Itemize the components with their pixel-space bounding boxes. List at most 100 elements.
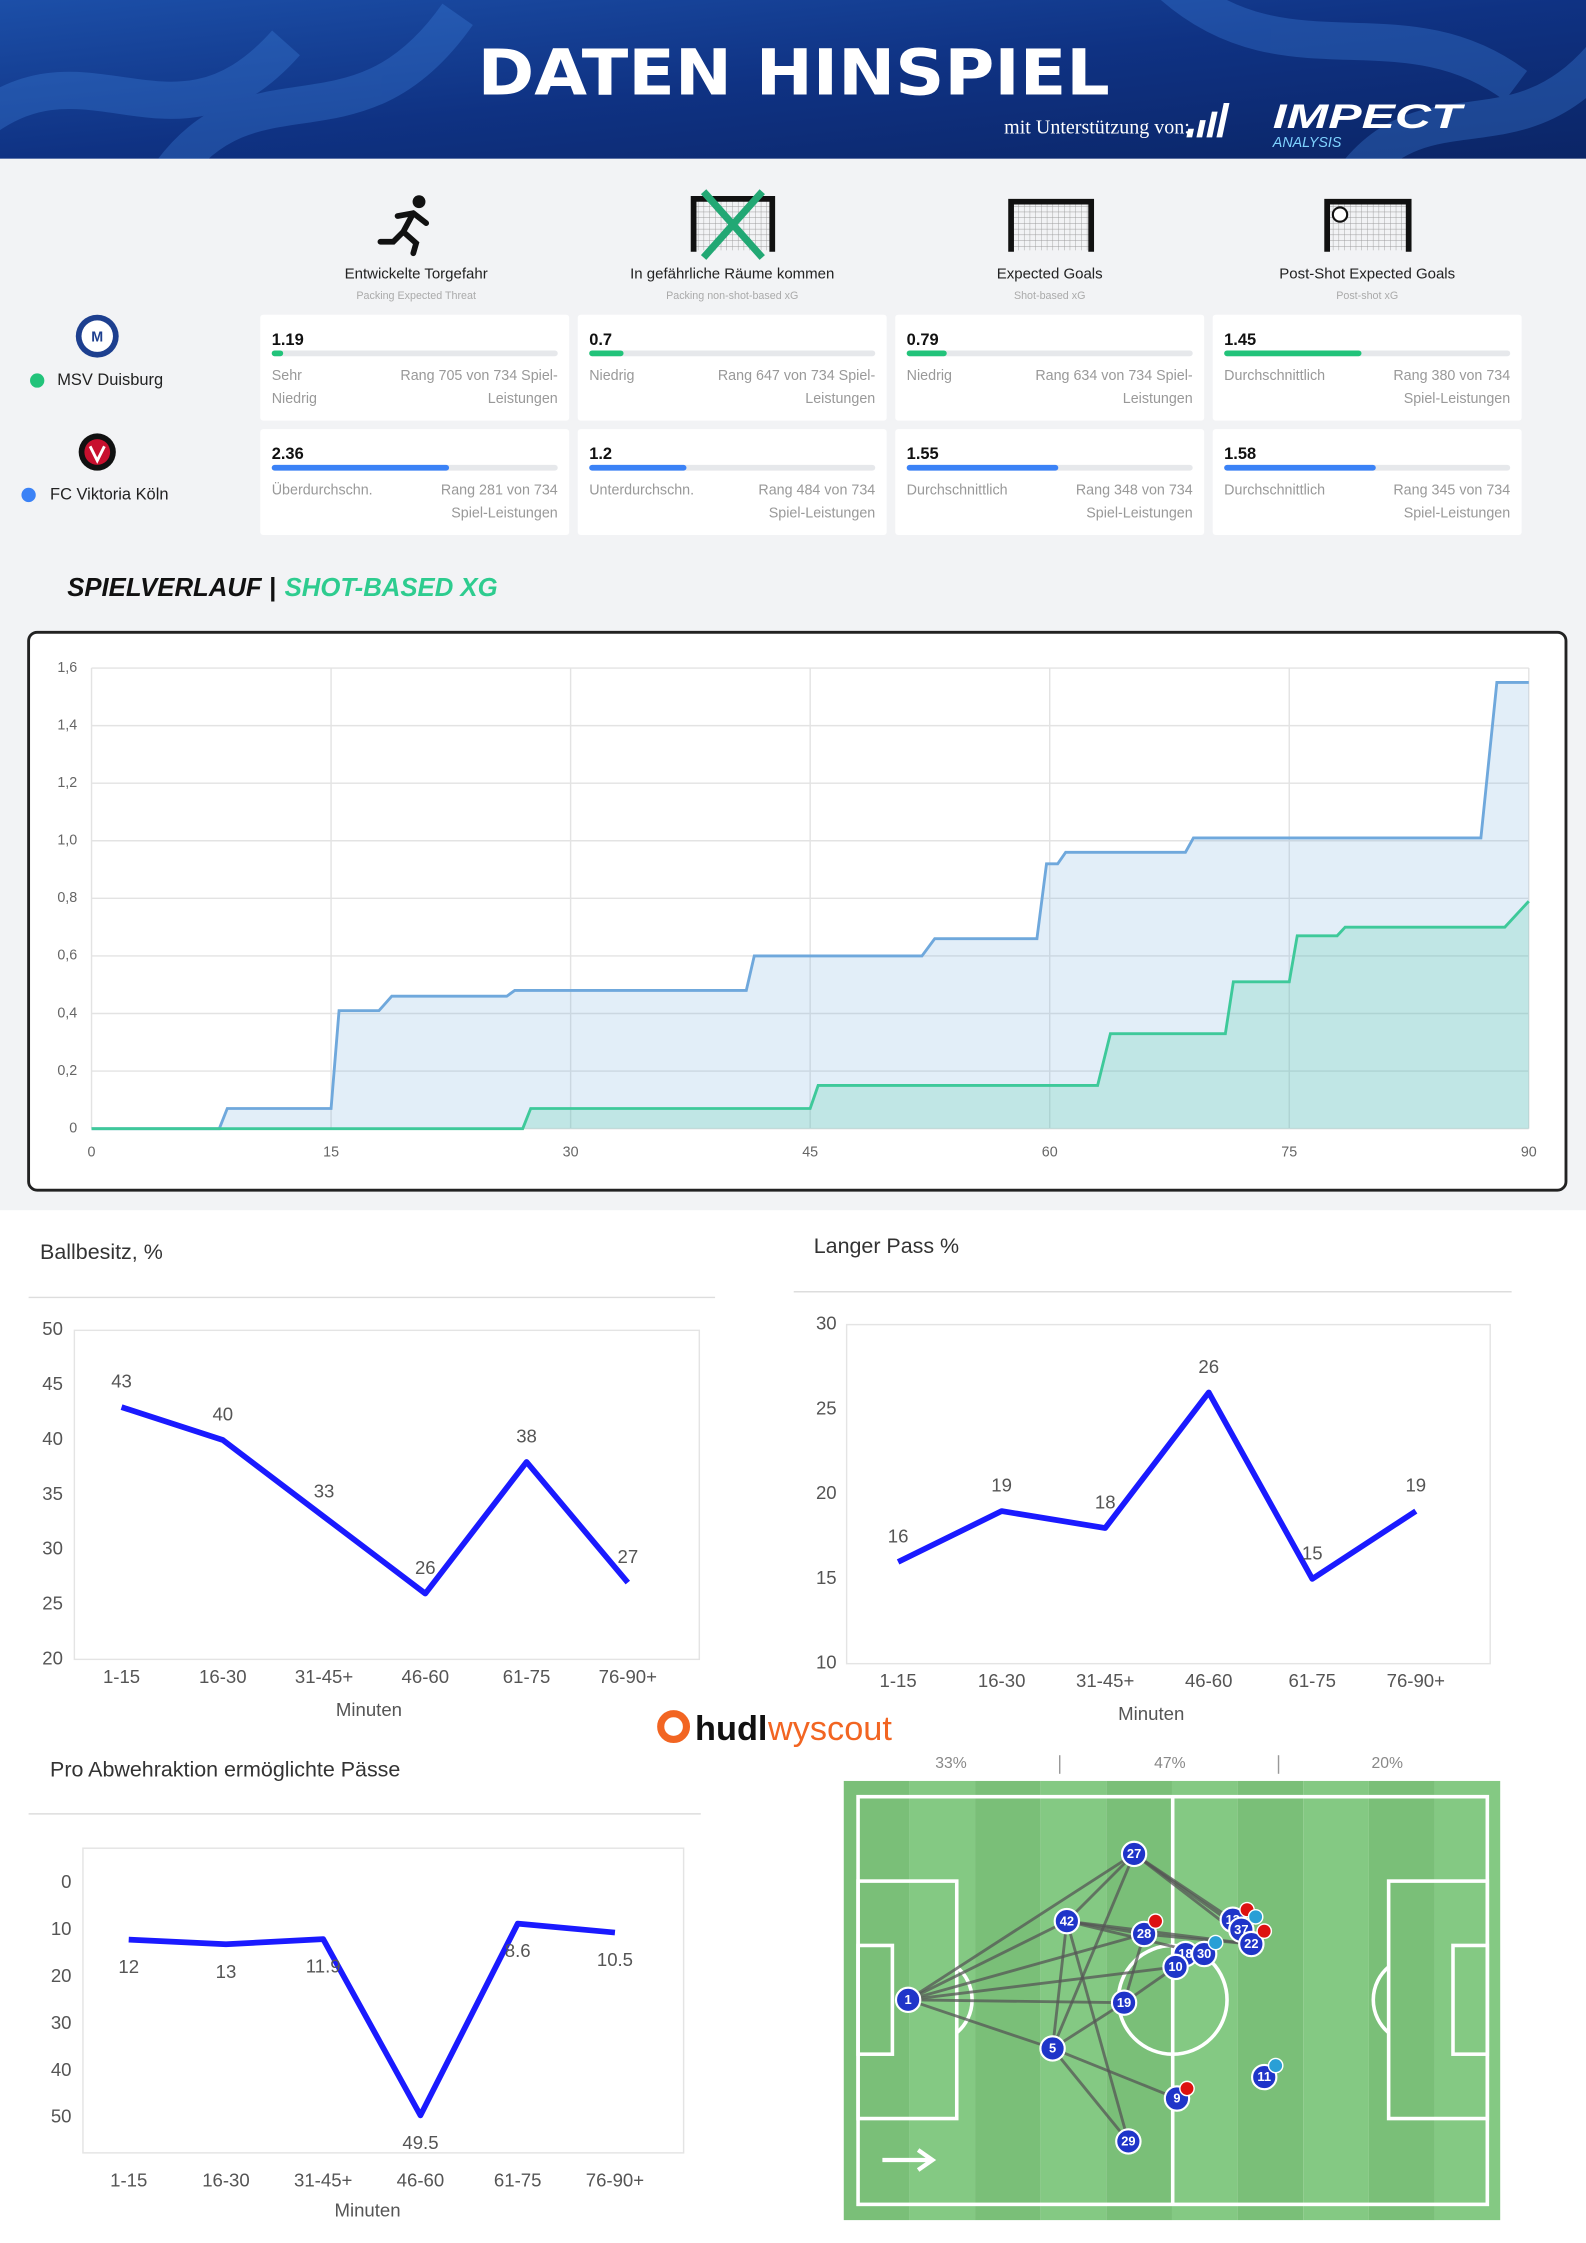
- page-title: DATEN HINSPIEL: [478, 36, 1110, 109]
- data-label: 40: [212, 1404, 233, 1425]
- y-tick-label: 1,2: [57, 775, 77, 791]
- metric-rank: Rang 380 von 734: [1393, 368, 1510, 384]
- data-label: 19: [1405, 1475, 1426, 1496]
- metric-label: Durchschnittlich: [1224, 482, 1325, 498]
- metric-rank: Rang 634 von 734 Spiel-: [1035, 368, 1193, 384]
- pass-link: [1051, 1920, 1069, 2049]
- plot-frame: [82, 1847, 685, 2154]
- pass-link: [1051, 2047, 1130, 2143]
- pitch-line: [1451, 1943, 1490, 2056]
- data-label: 49.5: [402, 2132, 438, 2153]
- data-label: 8.6: [505, 1940, 531, 1961]
- x-tick-label: 15: [323, 1145, 339, 1161]
- series-line: [128, 1920, 616, 2119]
- metric-rank: Spiel-Leistungen: [1086, 505, 1193, 521]
- metric-rank: Spiel-Leistungen: [451, 505, 558, 521]
- team-dot: [21, 487, 36, 503]
- pitch-stripe: [1368, 1780, 1435, 2221]
- pass-link: [907, 1852, 1135, 2002]
- event-badge: [1267, 2057, 1284, 2074]
- icon-goal-ball: [1324, 198, 1412, 252]
- data-label: 27: [617, 1546, 638, 1567]
- zone-share: 33%: [935, 1755, 966, 1772]
- metric-title: Expected Goals: [997, 266, 1103, 283]
- x-tick-label: 75: [1281, 1145, 1297, 1161]
- player-node: [1053, 1907, 1081, 1935]
- metric-subtitle: Post-shot xG: [1336, 290, 1398, 302]
- y-tick-label: 35: [42, 1483, 63, 1504]
- logo-bar: [1206, 111, 1218, 138]
- header-band: [0, 0, 1586, 159]
- metric-subtitle: Packing non-shot-based xG: [666, 290, 798, 302]
- metric-rank: Rang 484 von 734: [758, 482, 875, 498]
- metric-bar: [589, 350, 624, 357]
- pitch-line: [856, 1943, 895, 2056]
- pass-link: [1065, 1920, 1130, 2142]
- pass-link: [1065, 1852, 1136, 1923]
- metric-card: [895, 314, 1205, 421]
- y-tick-label: 1,4: [57, 717, 77, 733]
- player-number: 19: [1117, 1995, 1131, 2010]
- event-badge: [1179, 2080, 1195, 2097]
- player-node: [1130, 1920, 1158, 1948]
- team-name: FC Viktoria Köln: [50, 485, 168, 503]
- y-tick-label: 30: [816, 1313, 837, 1334]
- x-axis-label: Minuten: [1118, 1703, 1184, 1724]
- metric-bar-track: [906, 350, 1193, 357]
- pass-link: [1051, 1853, 1136, 2050]
- plot-frame: [845, 1323, 1491, 1665]
- team-dot: [30, 373, 45, 388]
- pass-link: [907, 1965, 1176, 2002]
- player-number: 11: [1257, 2069, 1271, 2084]
- metric-rank: Rang 281 von 734: [441, 482, 558, 498]
- player-node: [1120, 1840, 1148, 1868]
- metric-bar: [271, 464, 450, 471]
- y-tick-label: 20: [816, 1482, 837, 1503]
- y-tick-label: 0: [61, 1871, 71, 1892]
- chart-title: Ballbesitz, %: [40, 1240, 163, 1264]
- icon-goal-crossed: [690, 189, 776, 260]
- metric-bar: [589, 464, 687, 471]
- player-number: 1: [905, 1992, 912, 2007]
- metric-rank: Rang 705 von 734 Spiel-: [400, 368, 558, 384]
- data-label: 16: [888, 1526, 909, 1547]
- logo-bar: [1216, 102, 1230, 138]
- player-number: 29: [1121, 2134, 1135, 2149]
- x-tick-label: 60: [1042, 1145, 1058, 1161]
- club-logo-viktoria: [78, 433, 116, 471]
- x-axis-label: Minuten: [334, 2199, 400, 2220]
- player-number: 22: [1244, 1936, 1258, 1951]
- pass-link: [1051, 2001, 1125, 2050]
- x-tick-label: 76-90+: [586, 2169, 644, 2190]
- player-number: 5: [1049, 2041, 1056, 2056]
- event-badge: [1256, 1923, 1273, 1940]
- metric-bar: [906, 464, 1059, 471]
- logo-bar: [1186, 128, 1194, 138]
- data-label: 19: [991, 1475, 1012, 1496]
- metric-label: Niedrig: [272, 391, 317, 407]
- pass-link: [1143, 1932, 1252, 1946]
- y-tick-label: 0: [69, 1120, 77, 1136]
- club-logo-duisburg: M: [75, 314, 119, 358]
- metric-rank: Leistungen: [805, 391, 875, 407]
- y-tick-label: 30: [51, 2012, 72, 2033]
- player-number: 42: [1060, 1913, 1074, 1928]
- player-node: [1162, 1953, 1189, 1981]
- player-number: 27: [1127, 1846, 1141, 1861]
- metric-label: Niedrig: [589, 368, 634, 384]
- series-line: [91, 900, 1530, 1131]
- plot-frame: [73, 1329, 701, 1661]
- data-label: 38: [516, 1426, 537, 1447]
- metric-card: [260, 429, 570, 536]
- series-line: [91, 681, 1529, 1131]
- metric-label: Durchschnittlich: [907, 482, 1008, 498]
- data-label: 15: [1302, 1542, 1323, 1563]
- series-area: [91, 901, 1529, 1129]
- x-tick-label: 46-60: [402, 1666, 450, 1687]
- player-node: [894, 1986, 922, 2014]
- x-tick-label: 61-75: [494, 2169, 542, 2190]
- metric-label: Sehr: [272, 368, 302, 384]
- metric-title: Post-Shot Expected Goals: [1279, 266, 1455, 283]
- pitch-stripe: [1303, 1780, 1369, 2221]
